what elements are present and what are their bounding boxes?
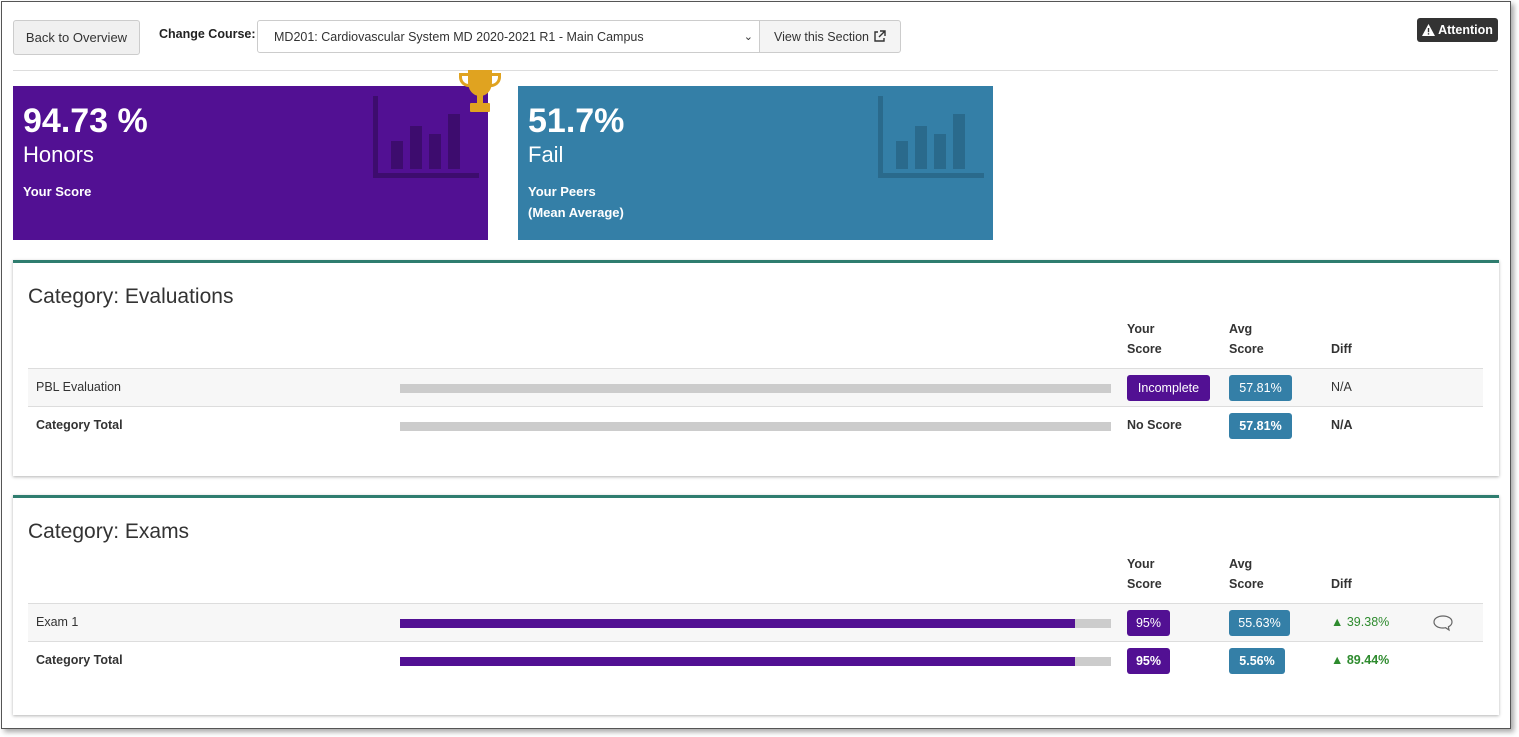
triangle-up-icon: ▲	[1331, 653, 1344, 667]
avg-score-badge: 5.56%	[1229, 648, 1285, 674]
your-grade: Honors	[23, 142, 94, 167]
col-avg-score: Avg Score	[1229, 557, 1264, 591]
evaluations-panel: Category: Evaluations Your Score Avg Score…	[13, 260, 1499, 476]
table-row: Exam 1 95% 55.63% ▲ 39.38%	[28, 603, 1483, 641]
view-section-button[interactable]: View this Section	[759, 20, 901, 53]
table-row: Category Total 95% 5.56% ▲ 89.44%	[28, 641, 1483, 679]
diff-value: N/A	[1331, 380, 1352, 394]
course-select-value: MD201: Cardiovascular System MD 2020-202…	[274, 29, 644, 44]
peer-score-value: 51.7%	[528, 102, 625, 140]
col-diff: Diff	[1331, 577, 1352, 591]
your-score-tile: 94.73 % Honors Your Score	[13, 86, 488, 240]
diff-value: ▲ 89.44%	[1331, 653, 1390, 667]
divider	[13, 70, 1498, 71]
col-your-score: Your Score	[1127, 322, 1162, 356]
course-select[interactable]: MD201: Cardiovascular System MD 2020-202…	[257, 20, 760, 53]
col-your-score: Your Score	[1127, 557, 1162, 591]
row-name: Category Total	[36, 418, 123, 432]
attention-button[interactable]: Attention	[1417, 18, 1498, 42]
evaluations-title: Category: Evaluations	[28, 285, 234, 308]
peer-score-tile: 51.7% Fail Your Peers (Mean Average)	[518, 86, 993, 240]
row-name: Exam 1	[36, 615, 79, 629]
row-name: PBL Evaluation	[36, 380, 122, 394]
peer-score-caption: Your Peers (Mean Average)	[528, 181, 624, 223]
table-row: Category Total No Score 57.81% N/A	[28, 406, 1483, 444]
avg-score-badge: 55.63%	[1229, 610, 1290, 636]
your-score-badge: 95%	[1127, 610, 1170, 636]
warning-icon	[1422, 24, 1436, 36]
trophy-icon	[459, 70, 501, 112]
bar-chart-icon	[878, 96, 984, 178]
progress-bar	[400, 619, 1111, 628]
col-avg-score: Avg Score	[1229, 322, 1264, 356]
diff-value: N/A	[1331, 418, 1353, 432]
peer-grade: Fail	[528, 142, 564, 167]
progress-bar	[400, 657, 1111, 666]
back-to-overview-button[interactable]: Back to Overview	[13, 20, 140, 55]
exams-title: Category: Exams	[28, 520, 190, 543]
progress-bar	[400, 384, 1111, 393]
comment-icon[interactable]	[1432, 614, 1454, 632]
your-score-caption: Your Score	[23, 184, 92, 199]
external-link-icon	[874, 30, 886, 42]
peer-caption-line-1: Your Peers	[528, 184, 596, 199]
avg-score-badge: 57.81%	[1229, 413, 1292, 439]
exams-panel: Category: Exams Your Score Avg Score Diff …	[13, 495, 1499, 715]
change-course-label: Change Course:	[159, 27, 256, 41]
triangle-up-icon: ▲	[1331, 615, 1344, 629]
attention-label: Attention	[1438, 23, 1493, 37]
peer-caption-line-2: (Mean Average)	[528, 205, 624, 220]
row-name: Category Total	[36, 653, 123, 667]
diff-value: ▲ 39.38%	[1331, 615, 1390, 629]
your-score-badge: 95%	[1127, 648, 1170, 674]
bar-chart-icon	[373, 96, 479, 178]
your-score-badge: Incomplete	[1127, 375, 1210, 401]
view-section-label: View this Section	[774, 29, 869, 44]
your-score-value: 94.73 %	[23, 102, 148, 140]
chevron-down-icon: ⌄	[743, 31, 753, 43]
col-diff: Diff	[1331, 342, 1352, 356]
your-score-value: No Score	[1127, 418, 1182, 432]
avg-score-badge: 57.81%	[1229, 375, 1292, 401]
table-row: PBL Evaluation Incomplete 57.81% N/A	[28, 368, 1483, 406]
progress-bar	[400, 422, 1111, 431]
